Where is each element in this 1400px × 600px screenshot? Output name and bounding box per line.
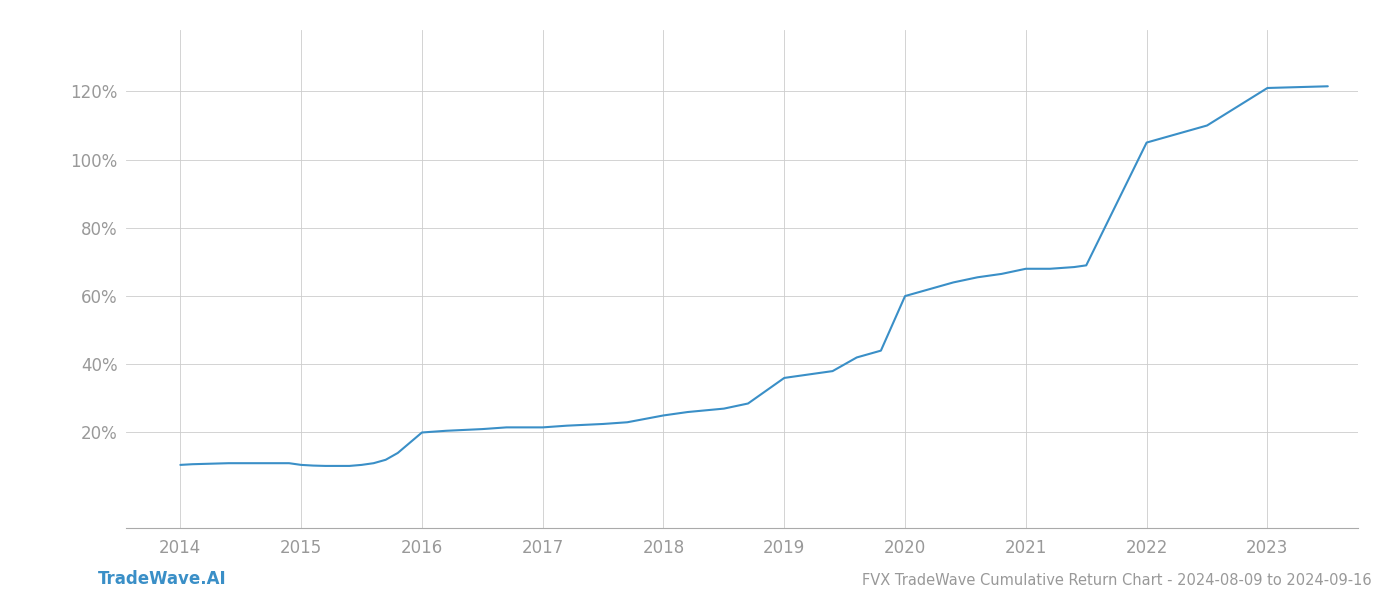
Text: FVX TradeWave Cumulative Return Chart - 2024-08-09 to 2024-09-16: FVX TradeWave Cumulative Return Chart - …	[862, 573, 1372, 588]
Text: TradeWave.AI: TradeWave.AI	[98, 570, 227, 588]
